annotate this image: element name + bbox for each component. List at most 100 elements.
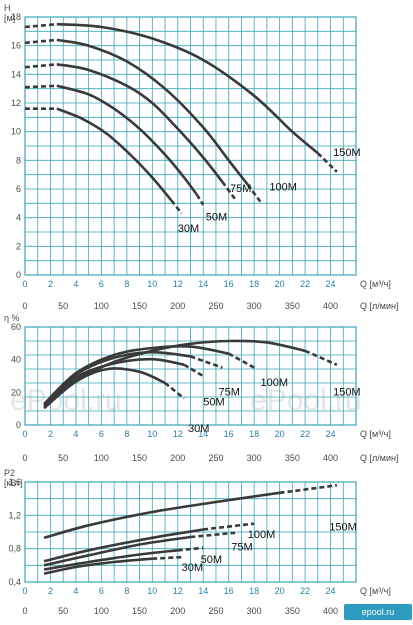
series-line-end-50M — [177, 546, 204, 552]
series-label-100M: 100M — [261, 377, 289, 389]
x-tick-label-m3h: 8 — [124, 586, 129, 596]
series-line-end-30M — [164, 381, 185, 400]
x-tick-label-lmin: 150 — [132, 606, 147, 616]
series-line-end-75M — [190, 355, 223, 369]
x-tick-label-m3h: 12 — [173, 279, 183, 289]
x-tick-label-lmin: 350 — [285, 453, 300, 463]
y-tick-label: 20 — [11, 387, 21, 397]
x-tick-label-lmin: 200 — [170, 453, 185, 463]
x-tick-label-m3h: 4 — [73, 586, 78, 596]
x-tick-label-lmin: 400 — [323, 453, 338, 463]
x-tick-label-m3h: 22 — [300, 586, 310, 596]
series-line-75M — [43, 535, 191, 567]
series-line-50M — [43, 549, 178, 571]
y-tick-label: 60 — [11, 322, 21, 332]
x-tick-label-m3h: 10 — [147, 429, 157, 439]
x-tick-label-m3h: 6 — [99, 279, 104, 289]
series-line-end-150M — [316, 152, 338, 173]
series-line-30M — [43, 557, 153, 575]
series-label-50M: 50M — [201, 554, 222, 566]
x-tick-label-m3h: 18 — [249, 429, 259, 439]
x-tick-label-lmin: 200 — [170, 606, 185, 616]
series-line-75M — [43, 350, 191, 405]
series-line-start-100M — [24, 38, 57, 45]
series-label-30M: 30M — [182, 562, 203, 574]
x-tick-label-m3h: 6 — [99, 429, 104, 439]
x-tick-label-m3h: 24 — [326, 429, 336, 439]
series-line-100M — [56, 38, 249, 186]
series-label-100M: 100M — [269, 181, 297, 193]
x-tick-label-m3h: 6 — [99, 586, 104, 596]
y-tick-label: 1,6 — [8, 477, 21, 487]
series-line-end-75M — [190, 531, 236, 539]
x-tick-label-m3h: 10 — [147, 586, 157, 596]
logo-text: epool.ru — [362, 607, 395, 617]
y-axis-unit: [м] — [4, 13, 15, 23]
x-tick-label-lmin: 150 — [132, 453, 147, 463]
x-tick-label-m3h: 14 — [198, 586, 208, 596]
x-tick-label-lmin: 50 — [58, 606, 68, 616]
y-tick-label: 6 — [16, 184, 21, 194]
x-tick-label-lmin: 250 — [208, 453, 223, 463]
series-line-50M — [43, 357, 185, 408]
x-tick-label-lmin: 100 — [94, 301, 109, 311]
plot-frame — [24, 16, 357, 276]
x-tick-label-m3h: 2 — [48, 279, 53, 289]
x-tick-label-lmin: 0 — [22, 301, 27, 311]
x-tick-label-m3h: 4 — [73, 279, 78, 289]
y-tick-label: 16 — [11, 41, 21, 51]
y-tick-label: 2 — [16, 241, 21, 251]
y-axis-label: η % — [4, 313, 20, 323]
series-line-start-150M — [24, 22, 57, 29]
power-chart: 0,40,81,21,6P2[кВт]0 2 4 6 8 10 12 14 16 18 20 22 24… — [4, 468, 398, 616]
series-label-30M: 30M — [188, 423, 209, 435]
x-tick-label-m3h: 20 — [275, 429, 285, 439]
x-tick-label-lmin: 350 — [285, 301, 300, 311]
x-tick-label-m3h: 2 — [48, 429, 53, 439]
y-tick-label: 0,4 — [8, 577, 21, 587]
x-tick-label-lmin: 50 — [58, 301, 68, 311]
x-tick-label-m3h: 0 — [22, 279, 27, 289]
x-tick-label-lmin: 250 — [208, 301, 223, 311]
x-tick-label-lmin: 100 — [94, 606, 109, 616]
x-tick-label-lmin: 150 — [132, 301, 147, 311]
x-tick-label-m3h: 16 — [224, 429, 234, 439]
series-line-100M — [43, 528, 204, 563]
x-tick-label-m3h: 0 — [22, 429, 27, 439]
series-label-30M: 30M — [178, 223, 199, 235]
x-tick-label-lmin: 100 — [94, 453, 109, 463]
series-label-150M: 150M — [329, 521, 357, 533]
y-tick-label: 8 — [16, 155, 21, 165]
x-tick-label-m3h: 16 — [224, 279, 234, 289]
series-label-150M: 150M — [333, 147, 361, 159]
series-line-end-100M — [203, 522, 255, 531]
x-tick-label-m3h: 12 — [173, 586, 183, 596]
x-tick-label-lmin: 300 — [247, 453, 262, 463]
x-tick-label-lmin: 0 — [22, 606, 27, 616]
series-line-end-30M — [152, 555, 185, 560]
y-tick-label: 14 — [11, 69, 21, 79]
series-label-75M: 75M — [231, 541, 252, 553]
x-tick-label-m3h: 18 — [249, 586, 259, 596]
x-tick-label-m3h: 24 — [326, 279, 336, 289]
x-tick-label-m3h: 20 — [275, 586, 285, 596]
series-label-75M: 75M — [230, 183, 251, 195]
y-axis-unit: [кВт] — [4, 478, 23, 488]
series-label-50M: 50M — [206, 212, 227, 224]
series-line-30M — [56, 107, 173, 202]
series-label-75M: 75M — [219, 387, 240, 399]
x-axis-unit-m3h: Q [м³/ч] — [360, 586, 391, 596]
x-tick-label-lmin: 350 — [285, 606, 300, 616]
y-tick-label: 12 — [11, 98, 21, 108]
x-tick-label-lmin: 0 — [22, 453, 27, 463]
x-tick-label-m3h: 12 — [173, 429, 183, 439]
x-tick-label-m3h: 4 — [73, 429, 78, 439]
x-tick-label-lmin: 50 — [58, 453, 68, 463]
series-label-150M: 150M — [333, 387, 361, 399]
x-tick-label-m3h: 2 — [48, 586, 53, 596]
x-tick-label-lmin: 300 — [247, 301, 262, 311]
series-line-start-75M — [24, 63, 57, 69]
plot-frame — [24, 481, 357, 583]
